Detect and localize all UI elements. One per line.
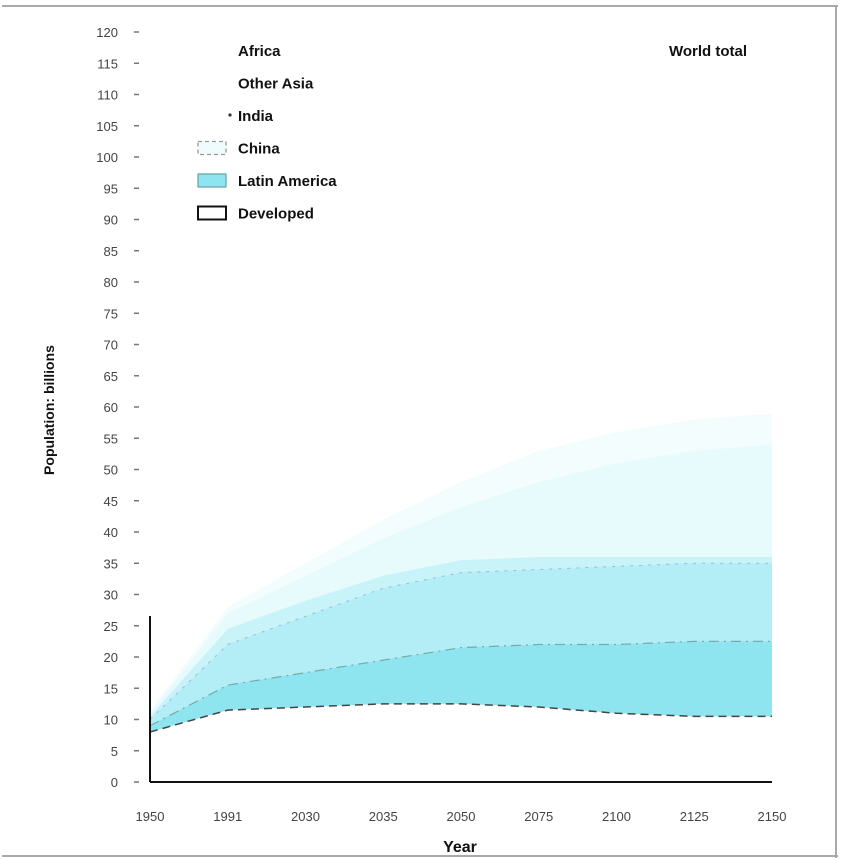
x-tick-label: 2075	[524, 809, 553, 824]
y-tick-label: 5	[111, 744, 118, 759]
y-tick-label: 65	[104, 369, 118, 384]
line-latin-america	[149, 640, 772, 727]
y-tick-label: 60	[104, 400, 118, 415]
y-tick-label: 0	[111, 775, 118, 790]
x-tick-label: 2125	[680, 809, 709, 824]
y-tick-label: 10	[104, 713, 118, 728]
legend-label-other-asia: Other Asia	[238, 76, 314, 93]
area-developed	[150, 703, 772, 782]
x-tick-label: 2030	[291, 809, 320, 824]
legend-swatch-india	[228, 113, 232, 117]
legend-swatch-latin-america	[197, 173, 227, 188]
y-tick-label: 30	[104, 588, 118, 603]
y-tick-label: 115	[97, 56, 118, 71]
y-tick-label: 80	[104, 275, 118, 290]
chart-title: World total	[669, 43, 747, 60]
legend-swatch-china	[197, 140, 227, 156]
x-tick-label: 2050	[447, 809, 476, 824]
y-tick-label: 120	[96, 25, 118, 40]
legend-swatch-developed	[197, 205, 227, 221]
y-tick-label: 110	[97, 88, 118, 103]
line-developed	[149, 703, 772, 733]
y-tick-label: 15	[104, 681, 118, 696]
x-tick-label: 2150	[758, 809, 787, 824]
legend-label-developed: Developed	[238, 206, 314, 223]
y-tick-label: 85	[104, 244, 118, 259]
y-tick-label: 75	[104, 306, 118, 321]
x-tick-label: 2035	[369, 809, 398, 824]
legend-label-china: China	[238, 141, 280, 158]
y-tick-label: 35	[104, 556, 118, 571]
y-tick-label: 50	[104, 463, 118, 478]
y-tick-label: 55	[104, 431, 118, 446]
legend-label-africa: Africa	[238, 43, 281, 60]
y-tick-label: 70	[104, 338, 118, 353]
y-axis-label: Population: billions	[41, 345, 57, 475]
x-ticks-layer: 1950 1991 2030 2035 2050 2075 2100 2125 2150	[136, 809, 787, 824]
lines-layer	[149, 562, 772, 733]
y-tick-label: 95	[104, 181, 118, 196]
x-tick-label: 1991	[213, 809, 242, 824]
y-tick-label: 40	[104, 525, 118, 540]
areas-layer	[150, 413, 772, 782]
legend: Africa Other Asia India China Latin America D…	[197, 43, 337, 223]
legend-label-india: India	[238, 108, 274, 125]
y-tick-label: 25	[104, 619, 118, 634]
x-tick-label: 2100	[602, 809, 631, 824]
line-china	[149, 562, 772, 720]
x-axis-label: Year	[443, 839, 477, 856]
x-tick-label: 1950	[136, 809, 165, 824]
y-tick-label: 105	[96, 119, 118, 134]
y-tick-label: 90	[104, 213, 118, 228]
legend-label-latin-america: Latin America	[238, 173, 337, 190]
y-tick-label: 100	[96, 150, 118, 165]
y-tick-label: 20	[104, 650, 118, 665]
y-ticks-layer: 0 5 10 15 20 25 30 35 40 45 50 55 60 65 70 75 80 85 90 95 10…	[96, 25, 139, 790]
y-tick-label: 45	[104, 494, 118, 509]
